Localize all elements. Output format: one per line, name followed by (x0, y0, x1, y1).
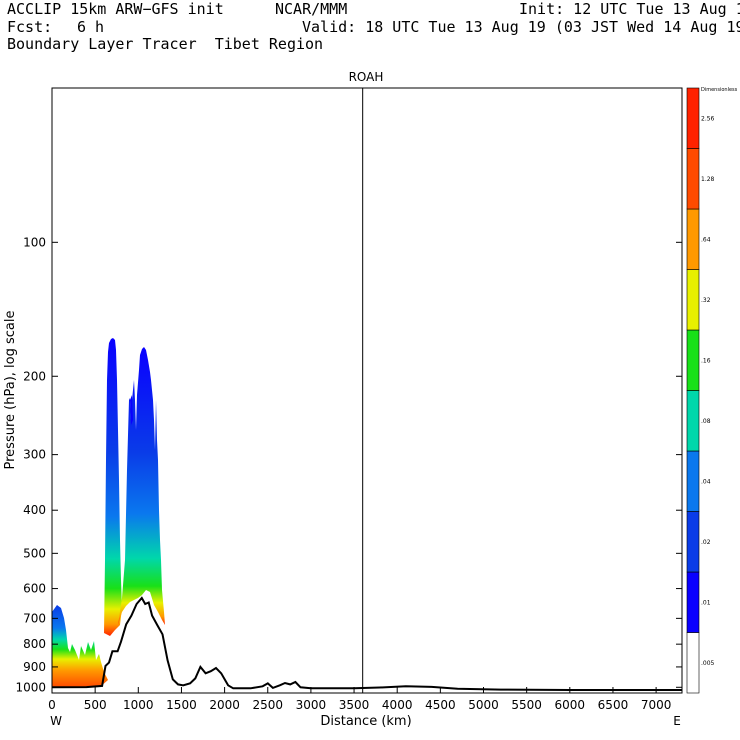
x-tick-label: 2500 (252, 698, 283, 712)
colorbar-swatch (686, 208, 700, 270)
colorbar-level-label: .04 (701, 478, 711, 485)
colorbar-level-label: .005 (701, 660, 715, 667)
y-tick-label: 200 (23, 369, 46, 383)
terrain-profile-line (51, 596, 682, 691)
x-left-direction: W (50, 714, 62, 728)
x-tick-label: 2000 (209, 698, 240, 712)
colorbar-swatch (686, 511, 700, 573)
y-tick-label: 1000 (15, 680, 46, 694)
y-tick-label: 800 (23, 637, 46, 651)
x-tick-label: 0 (48, 698, 56, 712)
y-tick-label: 700 (23, 611, 46, 625)
x-tick-label: 3000 (296, 698, 327, 712)
x-axis-label: Distance (km) (320, 714, 411, 729)
model-title: ACCLIP 15km ARW−GFS init (7, 0, 224, 18)
tracer-region-plume-1 (104, 338, 122, 636)
y-tick-label: 900 (23, 660, 46, 674)
x-tick-label: 6500 (598, 698, 629, 712)
y-tick-label: 100 (23, 235, 46, 249)
x-tick-label: 7000 (641, 698, 672, 712)
chart-title: ROAH (349, 70, 384, 84)
colorbar-swatch (686, 450, 700, 512)
tracer-streak (130, 395, 133, 425)
colorbar: .005 .01 .02 .04 .08 .16 .32 .64 1.28 2.56 Dimensi… (686, 87, 738, 694)
x-tick-label: 500 (84, 698, 107, 712)
colorbar-level-label: .16 (701, 357, 711, 364)
x-tick-label: 1000 (123, 698, 154, 712)
colorbar-swatch (686, 148, 700, 210)
colorbar-level-label: 1.28 (701, 176, 715, 183)
plot-frame (51, 87, 683, 694)
colorbar-swatch (686, 390, 700, 452)
chart-subtitle: Boundary Layer Tracer Tibet Region (7, 35, 324, 53)
y-tick-label: 600 (23, 582, 46, 596)
x-tick-label: 5000 (468, 698, 499, 712)
org-label: NCAR/MMM (275, 0, 348, 18)
colorbar-level-label: .01 (701, 599, 711, 606)
colorbar-level-label: .64 (701, 236, 711, 243)
y-axis-label: Pressure (hPa), log scale (3, 311, 18, 470)
colorbar-swatch (686, 632, 700, 694)
colorbar-level-label: .32 (701, 297, 711, 304)
colorbar-level-label: .08 (701, 418, 711, 425)
colorbar-level-label: .02 (701, 539, 711, 546)
valid-time: Valid: 18 UTC Tue 13 Aug 19 (03 JST Wed … (302, 18, 740, 36)
x-tick-label: 5500 (511, 698, 542, 712)
colorbar-level-label: 2.56 (701, 115, 715, 122)
x-tick-label: 3500 (339, 698, 370, 712)
x-tick-label: 4500 (425, 698, 456, 712)
colorbar-swatch (686, 269, 700, 331)
tracer-region-plume-2 (118, 347, 165, 625)
forecast-value: 6 h (77, 18, 105, 36)
colorbar-swatch (686, 87, 700, 149)
y-tick-label: 300 (23, 448, 46, 462)
init-time: Init: 12 UTC Tue 13 Aug 19 (519, 0, 740, 18)
colorbar-swatch (686, 571, 700, 633)
y-tick-label: 500 (23, 546, 46, 560)
x-tick-label: 1500 (166, 698, 197, 712)
x-tick-label: 6000 (555, 698, 586, 712)
x-right-direction: E (673, 714, 681, 728)
forecast-label: Fcst: (7, 18, 53, 36)
y-tick-label: 400 (23, 503, 46, 517)
tracer-region-west-low (52, 605, 108, 687)
colorbar-swatch (686, 329, 700, 391)
colorbar-unit-label: Dimensionless (701, 87, 738, 93)
x-tick-label: 4000 (382, 698, 413, 712)
